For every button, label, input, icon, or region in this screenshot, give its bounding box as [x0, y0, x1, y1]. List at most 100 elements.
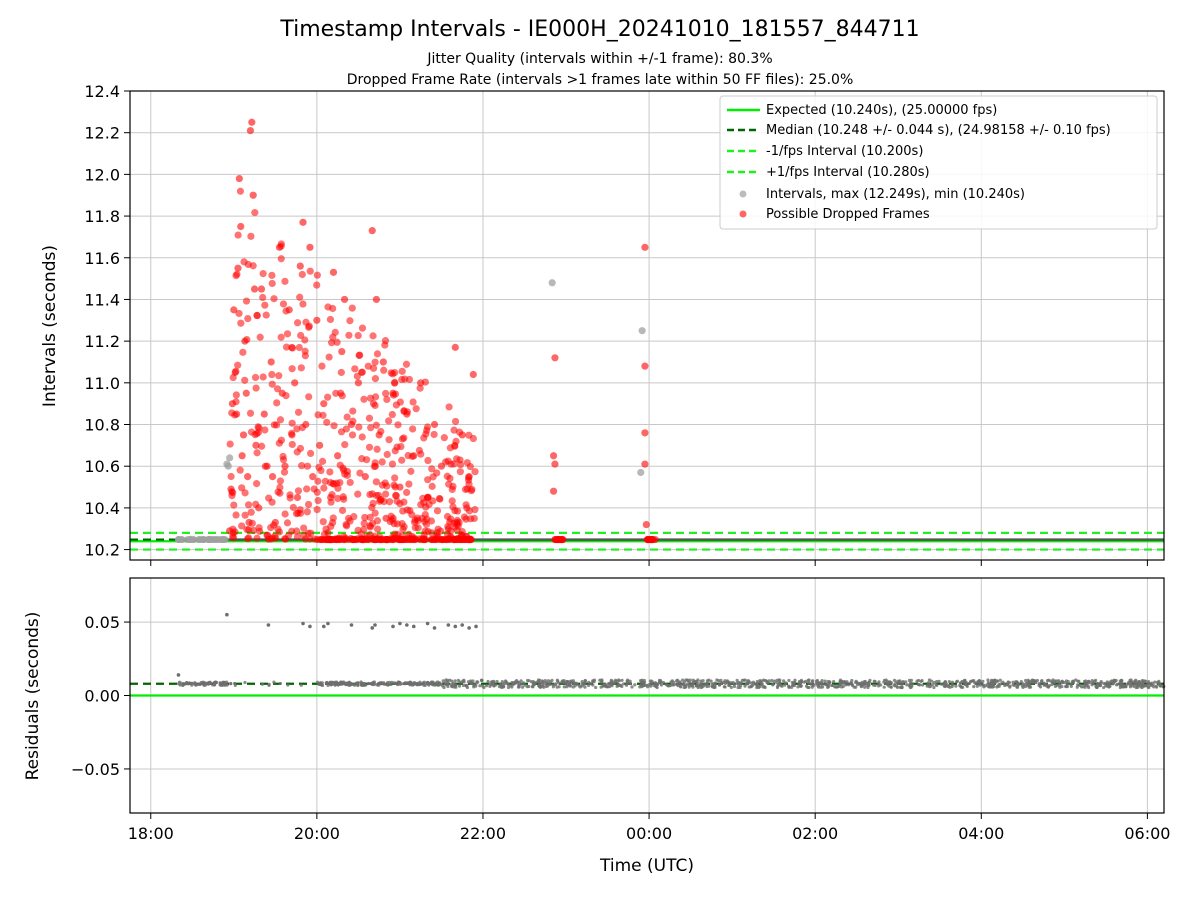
dropped-frame-point [446, 474, 454, 482]
residual-point [1071, 679, 1075, 683]
dropped-frame-point [369, 332, 377, 340]
dropped-frame-point [341, 441, 349, 449]
dropped-frame-point [549, 487, 558, 495]
dropped-frame-point [448, 497, 456, 505]
dropped-frame-point [239, 348, 247, 356]
residual-point [1019, 679, 1023, 684]
dropped-frame-point [234, 264, 242, 272]
dropped-frame-point [227, 472, 235, 481]
residual-point [817, 685, 821, 689]
residual-point [179, 681, 183, 685]
residual-point [500, 680, 504, 684]
dropped-frame-point [371, 375, 380, 383]
residual-point [517, 683, 521, 687]
dropped-frame-point [327, 493, 335, 502]
residual-point [691, 678, 695, 682]
residual-point [278, 681, 282, 686]
dropped-frame-point [331, 328, 339, 336]
dropped-frame-point [346, 478, 354, 487]
dropped-frame-point [399, 535, 407, 544]
dropped-frame-point [324, 393, 332, 401]
residual-point [1007, 680, 1012, 685]
dropped-frame-point [252, 441, 260, 449]
x-tick-label-4: 02:00 [792, 824, 838, 843]
residual-point [486, 679, 490, 684]
dropped-frame-point [226, 440, 234, 448]
dropped-frame-point [279, 452, 287, 461]
residual-point [1057, 679, 1061, 683]
dropped-frame-point [291, 379, 299, 387]
residual-point [1028, 683, 1032, 687]
residual-point [677, 680, 681, 685]
residual-point [807, 681, 811, 685]
dropped-frame-point [244, 535, 252, 543]
residual-point [716, 679, 721, 683]
dropped-frame-point [232, 511, 240, 519]
chart-subtitle-jitter: Jitter Quality (intervals within +/-1 fr… [426, 51, 772, 67]
residual-point [1150, 681, 1154, 685]
residual-point [608, 682, 612, 686]
dropped-frame-point [327, 522, 335, 531]
residual-point [861, 682, 866, 686]
dropped-frame-point [230, 306, 238, 314]
residual-point [850, 678, 854, 683]
dropped-frame-point [285, 306, 293, 314]
residual-point [266, 623, 271, 627]
residual-point [478, 684, 482, 688]
dropped-frame-point [351, 365, 359, 373]
residual-point [1122, 684, 1127, 688]
residual-point [690, 683, 694, 687]
dropped-frame-point [253, 449, 261, 457]
dropped-frame-point [273, 399, 281, 407]
residual-point [675, 679, 679, 683]
dropped-frame-point [241, 376, 249, 384]
dropped-frame-point [358, 433, 366, 441]
residual-point [775, 685, 780, 690]
residual-point [260, 682, 264, 686]
residual-point [950, 684, 954, 689]
dropped-frame-point [456, 468, 464, 476]
residual-point [454, 685, 458, 689]
residual-point [523, 683, 527, 687]
residual-point [648, 679, 653, 683]
dropped-frame-point [391, 447, 399, 455]
dropped-frame-point [253, 480, 261, 488]
residual-point [1074, 678, 1078, 682]
dropped-frame-point [235, 174, 243, 183]
residual-point [243, 680, 247, 685]
dropped-frame-point [234, 361, 242, 369]
residual-point [920, 683, 925, 687]
residual-point [827, 681, 831, 686]
interval-point [637, 468, 645, 477]
residual-point [935, 679, 939, 684]
dropped-frame-point [400, 498, 408, 506]
dropped-frame-point [268, 370, 276, 379]
dropped-frame-point [471, 506, 479, 514]
residual-point [488, 684, 492, 688]
residual-point [527, 684, 531, 689]
residual-point [888, 680, 892, 684]
dropped-frame-point [275, 243, 284, 251]
residual-point [562, 685, 566, 689]
residual-point [583, 685, 587, 689]
dropped-frame-point [373, 445, 381, 453]
residual-point [411, 624, 416, 629]
residual-point [1008, 684, 1012, 688]
dropped-frame-point [392, 491, 400, 499]
top-y-tick-label-6: 11.4 [84, 290, 120, 309]
residual-point [1053, 684, 1058, 689]
residual-point [540, 683, 545, 687]
residual-point [369, 681, 373, 686]
residual-point [497, 684, 502, 689]
top-points [174, 118, 659, 544]
residual-point [810, 680, 814, 684]
dropped-frame-point [445, 480, 453, 488]
dropped-frame-point [461, 485, 470, 493]
dropped-frame-point [246, 127, 255, 135]
dropped-frame-point [296, 293, 304, 301]
dropped-frame-point [277, 255, 285, 263]
dropped-frame-point [241, 337, 249, 345]
dropped-frame-point [465, 431, 473, 439]
residual-point [840, 679, 844, 684]
residual-point [882, 685, 886, 689]
